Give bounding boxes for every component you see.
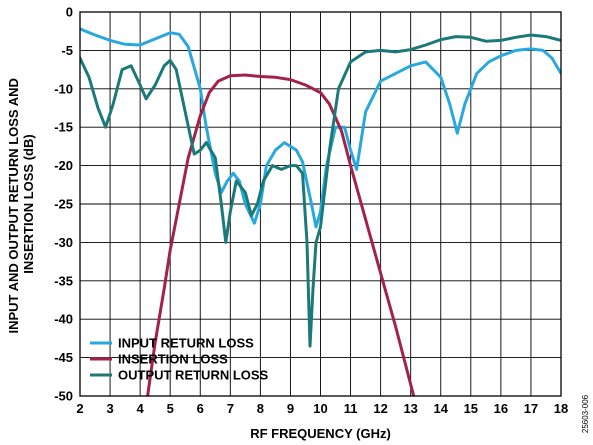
x-tick-label: 14 <box>434 401 449 416</box>
y-tick-label: -10 <box>54 81 73 96</box>
y-tick-label: -35 <box>54 273 73 288</box>
figure-code: 25603-006 <box>581 394 590 433</box>
x-tick-label: 6 <box>197 401 204 416</box>
x-tick-label: 11 <box>344 401 358 416</box>
y-tick-label: -5 <box>61 43 73 58</box>
x-axis-title: RF FREQUENCY (GHz) <box>250 426 391 441</box>
series-layer <box>80 27 561 396</box>
x-tick-label: 9 <box>287 401 294 416</box>
x-tick-label: 18 <box>554 401 568 416</box>
x-tick-label: 3 <box>106 401 113 416</box>
y-tick-label: 0 <box>66 5 73 20</box>
x-tick-label: 17 <box>524 401 538 416</box>
x-tick-label: 2 <box>76 401 83 416</box>
legend-label-output-return-loss: OUTPUT RETURN LOSS <box>118 368 269 383</box>
series-line-input-return-loss <box>80 27 561 229</box>
y-tick-label: -20 <box>54 158 73 173</box>
y-axis-title: INPUT AND OUTPUT RETURN LOSS AND INSERTI… <box>6 74 36 333</box>
y-axis-title-line-2: INSERTION LOSS (dB) <box>21 134 36 273</box>
legend-label-insertion-loss: INSERTION LOSS <box>118 352 228 367</box>
y-tick-label: -50 <box>54 389 73 404</box>
y-tick-label: -25 <box>54 197 73 212</box>
x-tick-label: 7 <box>227 401 234 416</box>
y-tick-label: -30 <box>54 235 73 250</box>
x-tick-label: 15 <box>464 401 478 416</box>
x-tick-label: 5 <box>167 401 174 416</box>
y-tick-label: -15 <box>54 120 73 135</box>
x-tick-label: 12 <box>373 401 387 416</box>
x-tick-label: 16 <box>494 401 508 416</box>
legend-label-input-return-loss: INPUT RETURN LOSS <box>118 336 254 351</box>
y-axis-title-line-1: INPUT AND OUTPUT RETURN LOSS AND <box>6 78 21 333</box>
x-tick-label: 4 <box>137 401 145 416</box>
series-line-output-return-loss <box>80 33 561 348</box>
series-line-insertion-loss <box>146 73 416 396</box>
tick-labels: 2 3 4 5 6 7 8 9 10 11 12 13 14 15 16 17 18 0 -5 -10 -15 -20 -2… <box>54 5 568 417</box>
x-tick-label: 10 <box>313 401 327 416</box>
y-tick-label: -45 <box>54 350 73 365</box>
x-tick-label: 8 <box>257 401 264 416</box>
y-tick-label: -40 <box>54 312 73 327</box>
x-tick-label: 13 <box>403 401 417 416</box>
plot-frame <box>79 11 562 397</box>
